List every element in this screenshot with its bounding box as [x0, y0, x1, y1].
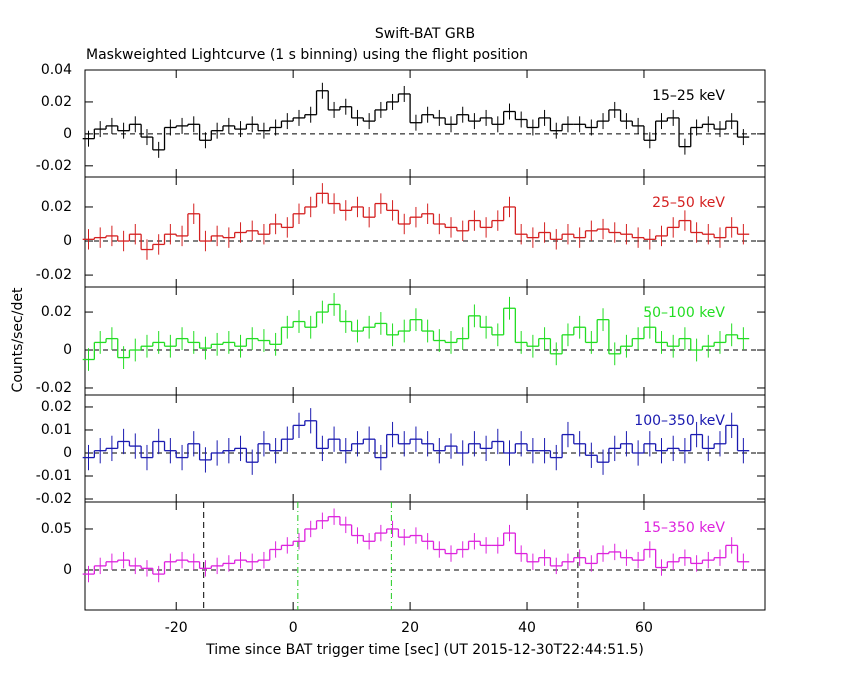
- x-tick-label: 0: [289, 620, 298, 636]
- chart-subtitle: Maskweighted Lightcurve (1 s binning) us…: [86, 47, 528, 63]
- x-tick-label: 60: [635, 620, 653, 636]
- panel-frame: [84, 176, 766, 288]
- y-tick-label: 0.02: [41, 94, 72, 110]
- y-tick-label: 0: [63, 126, 72, 142]
- series-label: 100–350 keV: [634, 413, 725, 429]
- y-tick-label: 0.02: [41, 304, 72, 320]
- y-axis-label: Counts/sec/det: [10, 287, 26, 392]
- y-tick-label: 0.01: [41, 422, 72, 438]
- y-tick-label: -0.01: [36, 468, 72, 484]
- series-label: 15–25 keV: [652, 88, 725, 104]
- panel-frame: [84, 394, 766, 503]
- series-label: 25–50 keV: [652, 195, 725, 211]
- x-tick-label: 20: [401, 620, 419, 636]
- x-tick-label: -20: [165, 620, 188, 636]
- y-tick-label: 0: [63, 342, 72, 358]
- y-tick-label: -0.02: [36, 491, 72, 507]
- y-tick-label: 0.02: [41, 399, 72, 415]
- chart-title: Swift-BAT GRB: [375, 26, 475, 42]
- y-tick-label: 0: [63, 445, 72, 461]
- y-tick-label: 0.04: [41, 62, 72, 78]
- panel-frame: [84, 501, 766, 611]
- y-tick-label: 0: [63, 233, 72, 249]
- x-axis-label: Time since BAT trigger time [sec] (UT 20…: [205, 642, 644, 658]
- panel-frame: [84, 286, 766, 396]
- y-tick-label: 0: [63, 562, 72, 578]
- y-tick-label: 0.05: [41, 521, 72, 537]
- series-label: 50–100 keV: [643, 305, 725, 321]
- y-tick-label: -0.02: [36, 380, 72, 396]
- y-tick-label: -0.02: [36, 267, 72, 283]
- panel-frame: [84, 69, 766, 178]
- y-tick-label: 0.02: [41, 199, 72, 215]
- y-tick-label: -0.02: [36, 158, 72, 174]
- series-label: 15–350 keV: [643, 520, 725, 536]
- x-tick-label: 40: [518, 620, 536, 636]
